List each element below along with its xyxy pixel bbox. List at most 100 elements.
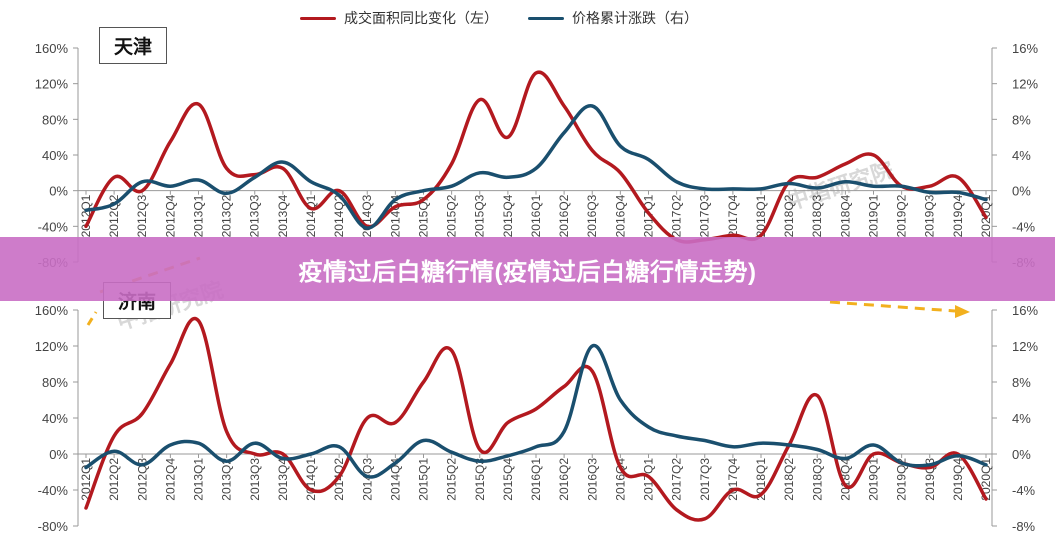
x-tick-label: 2019Q2 — [895, 194, 909, 237]
x-tick-label: 2016Q3 — [585, 194, 599, 237]
y-left-tick-label: 80% — [42, 375, 68, 390]
x-tick-label: 2013Q4 — [276, 458, 290, 501]
x-tick-label: 2015Q1 — [417, 458, 431, 501]
y-left-tick-label: 40% — [42, 411, 68, 426]
legend-item-volume: 成交面积同比变化（左） — [300, 8, 498, 28]
x-tick-label: 2019Q1 — [867, 194, 881, 237]
series-line-volume — [84, 70, 988, 244]
x-tick-label: 2013Q2 — [220, 194, 234, 237]
y-right-tick-label: 8% — [1012, 112, 1031, 127]
x-tick-label: 2019Q1 — [867, 458, 881, 501]
x-tick-label: 2018Q2 — [782, 458, 796, 501]
x-tick-label: 2019Q4 — [951, 458, 965, 501]
x-tick-label: 2014Q4 — [388, 458, 402, 501]
x-tick-label: 2014Q1 — [304, 194, 318, 237]
legend-swatch-price — [528, 16, 564, 20]
legend-item-price: 价格累计涨跌（右） — [528, 8, 698, 28]
x-tick-label: 2013Q3 — [248, 458, 262, 501]
trend-arrow-line — [829, 300, 956, 313]
x-tick-label: 2013Q3 — [248, 194, 262, 237]
series-line-volume — [84, 316, 988, 522]
x-tick-label: 2012Q4 — [163, 194, 177, 237]
y-left-tick-label: 0% — [49, 447, 68, 462]
y-right-tick-label: 0% — [1012, 447, 1031, 462]
x-tick-label: 2012Q2 — [107, 458, 121, 501]
y-right-tick-label: 12% — [1012, 339, 1038, 354]
x-tick-label: 2017Q3 — [698, 458, 712, 501]
y-right-tick-label: 8% — [1012, 375, 1031, 390]
title-banner: 疫情过后白糖行情(疫情过后白糖行情走势) — [0, 237, 1055, 301]
y-right-tick-label: -4% — [1012, 219, 1036, 234]
trend-arrow-head — [955, 305, 970, 318]
legend: 成交面积同比变化（左） 价格累计涨跌（右） — [300, 8, 698, 28]
x-tick-label: 2017Q2 — [670, 458, 684, 501]
y-right-tick-label: 16% — [1012, 303, 1038, 318]
x-tick-label: 2016Q3 — [585, 458, 599, 501]
x-tick-label: 2018Q2 — [782, 194, 796, 237]
x-tick-label: 2018Q4 — [838, 458, 852, 501]
y-left-tick-label: 120% — [35, 339, 69, 354]
y-right-tick-label: 4% — [1012, 148, 1031, 163]
x-tick-label: 2014Q3 — [360, 194, 374, 237]
x-tick-label: 2016Q2 — [557, 194, 571, 237]
x-tick-label: 2015Q4 — [501, 458, 515, 501]
x-tick-label: 2014Q2 — [332, 194, 346, 237]
y-left-tick-label: 160% — [35, 41, 69, 56]
x-tick-label: 2013Q4 — [276, 194, 290, 237]
trend-arrow-line — [86, 311, 98, 326]
x-tick-label: 2017Q3 — [698, 194, 712, 237]
x-tick-label: 2013Q1 — [192, 458, 206, 501]
x-tick-label: 2015Q3 — [473, 194, 487, 237]
y-left-tick-label: 40% — [42, 148, 68, 163]
x-tick-label: 2017Q2 — [670, 194, 684, 237]
y-right-tick-label: 16% — [1012, 41, 1038, 56]
legend-swatch-volume — [300, 16, 336, 20]
x-tick-label: 2017Q1 — [642, 194, 656, 237]
city-label-tianjin: 天津 — [99, 27, 168, 64]
x-tick-label: 2012Q3 — [135, 194, 149, 237]
x-tick-label: 2013Q1 — [192, 194, 206, 237]
y-left-tick-label: -80% — [38, 519, 69, 534]
x-tick-label: 2018Q3 — [810, 458, 824, 501]
x-tick-label: 2016Q1 — [529, 194, 543, 237]
banner-title: 疫情过后白糖行情(疫情过后白糖行情走势) — [298, 258, 757, 286]
x-tick-label: 2018Q3 — [810, 194, 824, 237]
x-tick-label: 2019Q4 — [951, 194, 965, 237]
x-tick-label: 2018Q1 — [754, 194, 768, 237]
series-line-price — [84, 104, 988, 230]
y-left-tick-label: -40% — [38, 483, 69, 498]
x-tick-label: 2012Q1 — [79, 194, 93, 237]
y-right-tick-label: -8% — [1012, 519, 1036, 534]
y-left-tick-label: 0% — [49, 184, 68, 199]
x-tick-label: 2018Q4 — [838, 194, 852, 237]
x-tick-label: 2014Q1 — [304, 458, 318, 501]
x-tick-label: 2016Q1 — [529, 458, 543, 501]
y-right-tick-label: 12% — [1012, 77, 1038, 92]
legend-label-price: 价格累计涨跌（右） — [572, 11, 698, 27]
x-tick-label: 2017Q1 — [642, 458, 656, 501]
legend-label-volume: 成交面积同比变化（左） — [344, 11, 498, 27]
y-left-tick-label: -40% — [38, 219, 69, 234]
x-tick-label: 2015Q3 — [473, 458, 487, 501]
x-tick-label: 2019Q2 — [895, 458, 909, 501]
x-tick-label: 2016Q4 — [613, 458, 627, 501]
x-tick-label: 2012Q3 — [135, 458, 149, 501]
y-left-tick-label: 160% — [35, 303, 69, 318]
x-tick-label: 2012Q1 — [79, 458, 93, 501]
x-tick-label: 2013Q2 — [220, 458, 234, 501]
y-left-tick-label: 120% — [35, 77, 69, 92]
x-tick-label: 2015Q1 — [417, 194, 431, 237]
x-tick-label: 2015Q2 — [445, 458, 459, 501]
y-left-tick-label: 80% — [42, 112, 68, 127]
y-right-tick-label: -4% — [1012, 483, 1036, 498]
x-tick-label: 2014Q3 — [360, 458, 374, 501]
y-right-tick-label: 0% — [1012, 184, 1031, 199]
x-tick-label: 2015Q2 — [445, 194, 459, 237]
series-line-price — [84, 344, 988, 479]
x-tick-label: 2012Q4 — [163, 458, 177, 501]
y-right-tick-label: 4% — [1012, 411, 1031, 426]
x-tick-label: 2016Q4 — [613, 194, 627, 237]
x-tick-label: 2016Q2 — [557, 458, 571, 501]
x-tick-label: 2019Q3 — [923, 194, 937, 237]
